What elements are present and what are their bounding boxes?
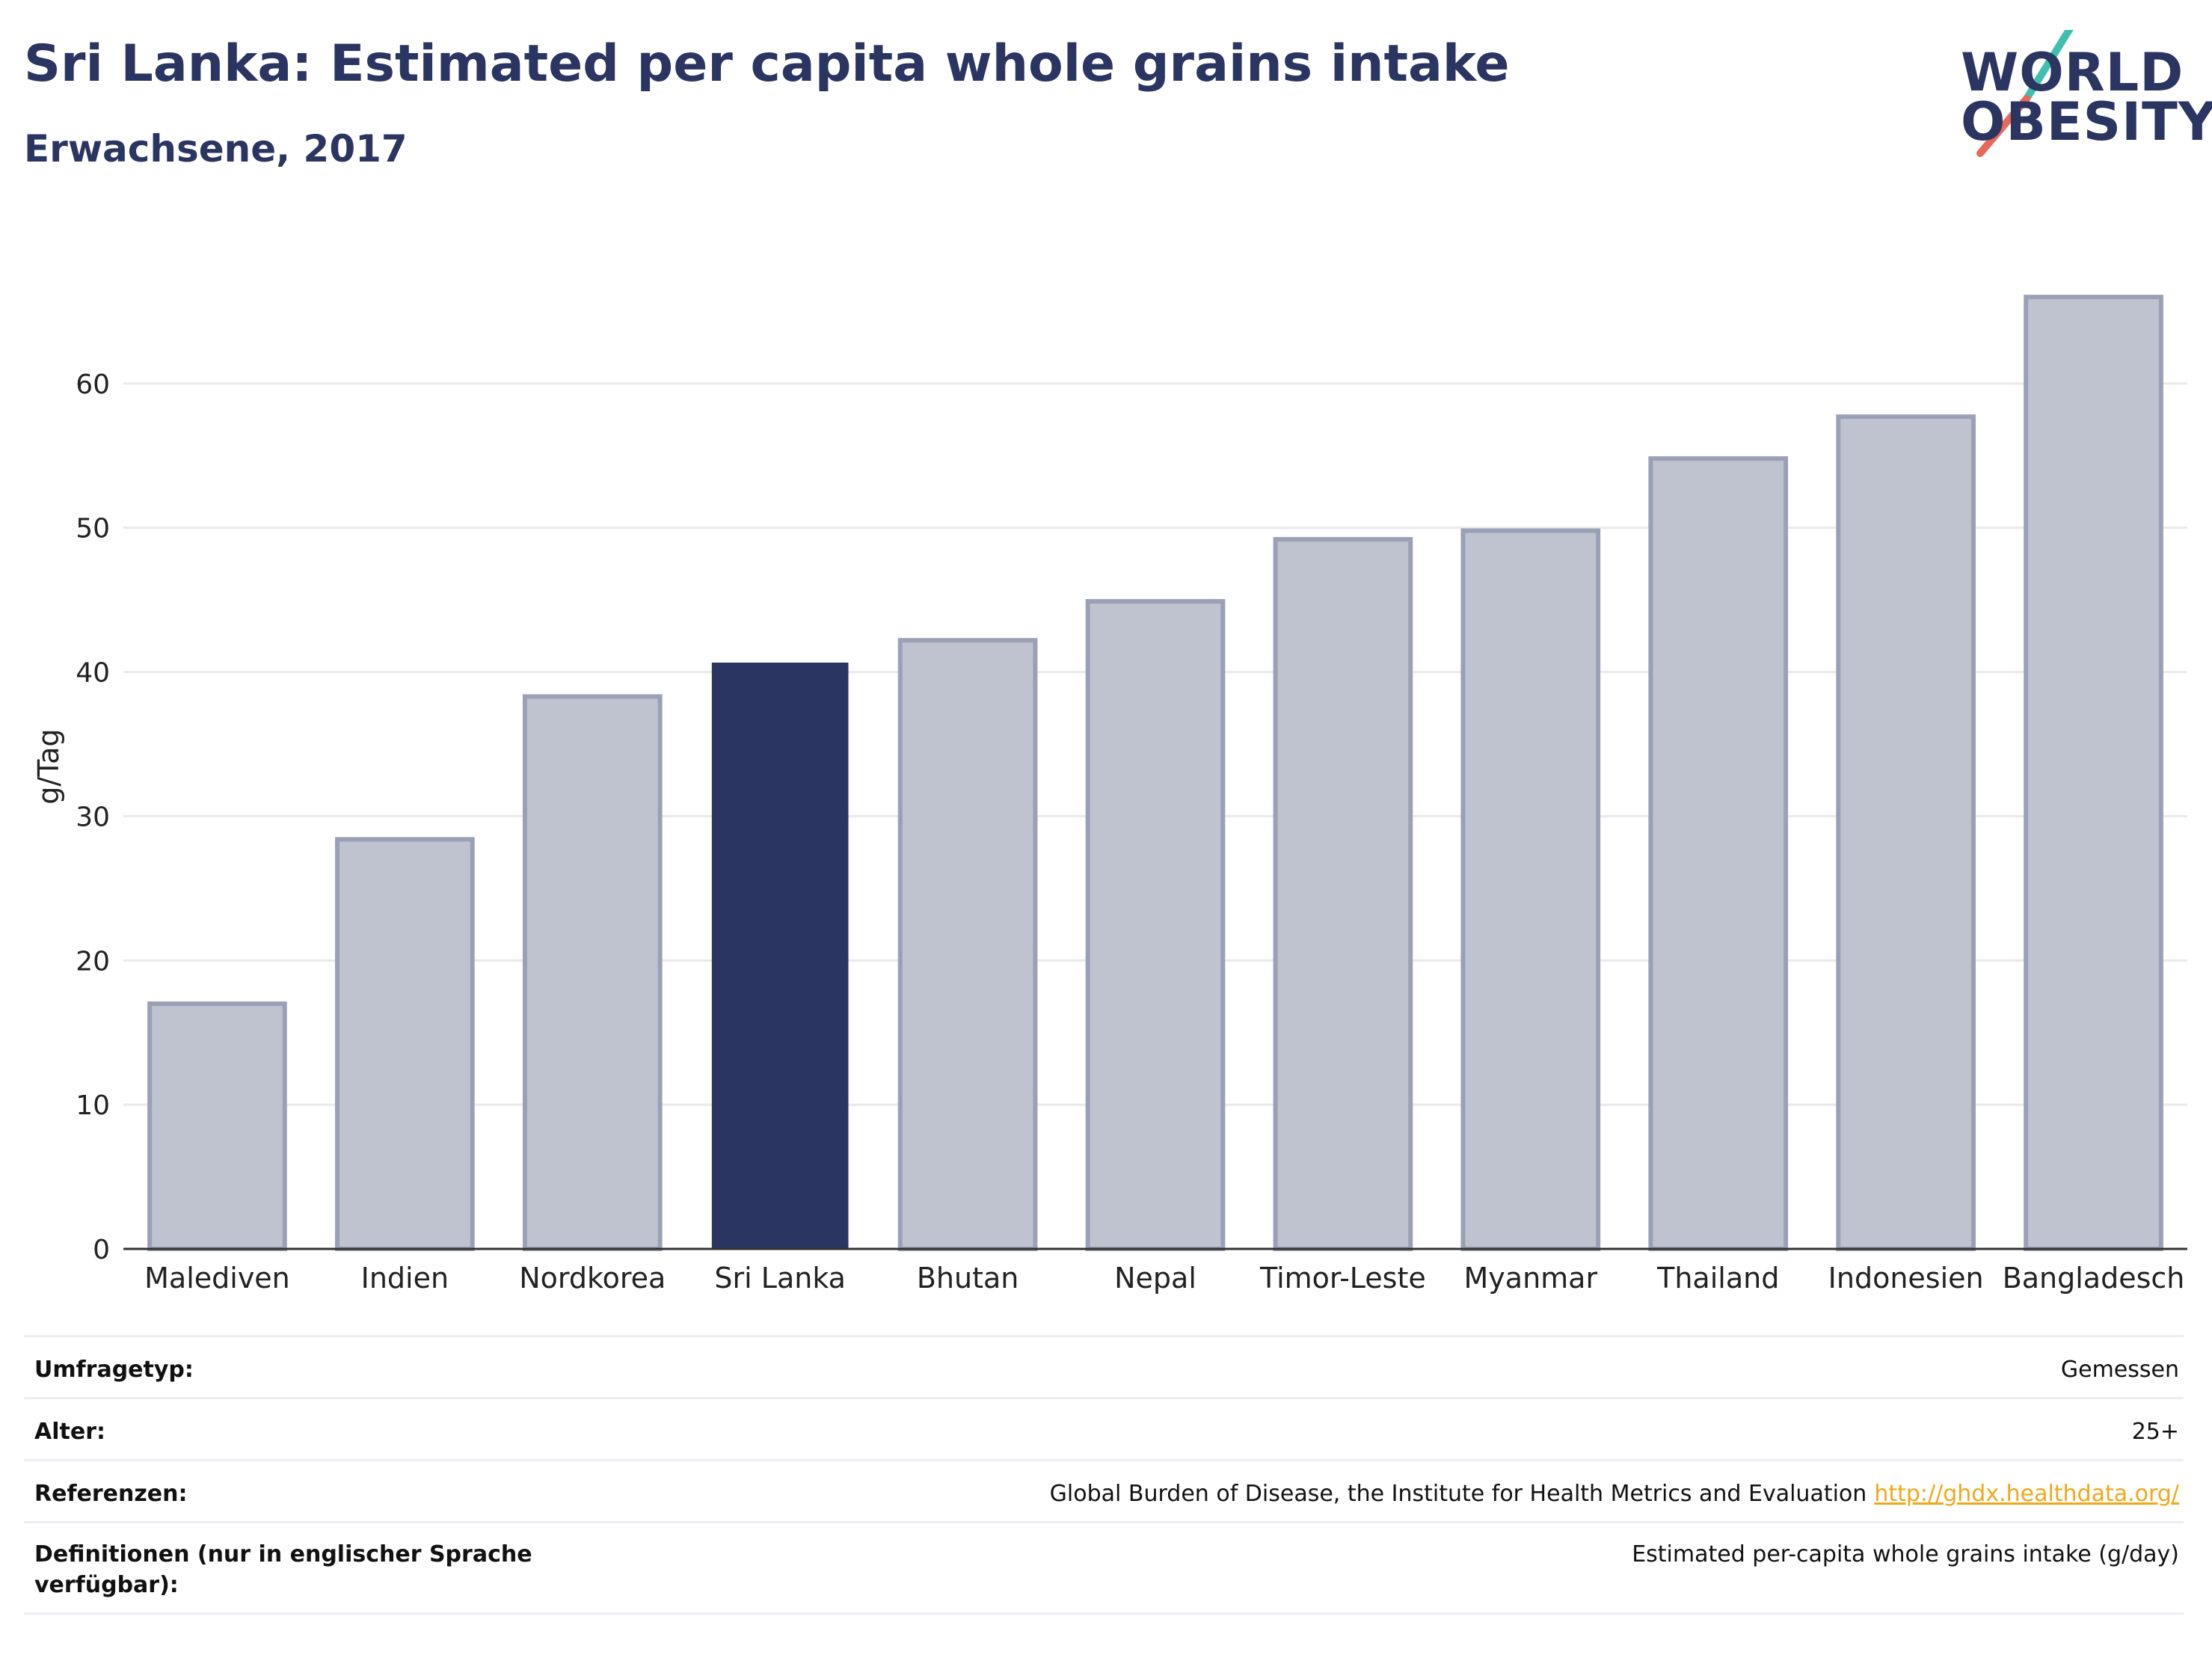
x-tick-label: Sri Lanka xyxy=(714,1262,846,1295)
meta-row-references: Referenzen: Global Burden of Disease, th… xyxy=(24,1459,2184,1521)
x-tick-label: Nordkorea xyxy=(519,1262,666,1295)
bar xyxy=(711,663,849,1250)
y-axis-title: g/Tag xyxy=(32,728,65,804)
y-tick-label: 10 xyxy=(76,1090,110,1121)
y-tick-label: 20 xyxy=(76,946,110,977)
x-tick-label: Thailand xyxy=(1656,1262,1779,1295)
world-obesity-logo: WORLD OBESITY xyxy=(1944,30,2212,157)
meta-key: Alter: xyxy=(34,1419,105,1445)
y-tick-label: 0 xyxy=(93,1235,110,1265)
logo-slash-icon xyxy=(1976,30,2074,157)
x-tick-label: Bangladesch xyxy=(2003,1262,2185,1295)
bar xyxy=(2024,295,2163,1252)
x-tick-label: Bhutan xyxy=(917,1262,1019,1295)
meta-row-age: Alter: 25+ xyxy=(24,1397,2184,1459)
y-tick-label: 40 xyxy=(76,658,110,689)
y-tick-label: 60 xyxy=(76,369,110,400)
meta-key: Definitionen (nur in englischer Sprache … xyxy=(34,1541,532,1598)
bar xyxy=(1836,414,1976,1252)
chart-title: Sri Lanka: Estimated per capita whole gr… xyxy=(24,34,1510,93)
x-tick-label: Timor-Leste xyxy=(1259,1262,1426,1295)
meta-value: Estimated per-capita whole grains intake… xyxy=(1632,1541,2179,1568)
x-tick-label: Nepal xyxy=(1114,1262,1196,1295)
meta-value: Gemessen xyxy=(2060,1357,2179,1383)
meta-value: 25+ xyxy=(2131,1419,2179,1445)
y-tick-label: 50 xyxy=(76,514,110,544)
x-tick-label: Indonesien xyxy=(1828,1262,1984,1295)
bar xyxy=(897,638,1038,1251)
x-tick-label: Indien xyxy=(361,1262,449,1295)
x-tick-label: Malediven xyxy=(144,1262,290,1295)
bar xyxy=(1085,599,1226,1251)
meta-value: Global Burden of Disease, the Institute … xyxy=(1050,1479,2184,1510)
bar xyxy=(335,837,475,1251)
metadata-table: Umfragetyp: Gemessen Alter: 25+ Referenz… xyxy=(24,1335,2184,1615)
logo-text-obesity: OBESITY xyxy=(1961,91,2212,153)
y-tick-label: 30 xyxy=(76,802,110,832)
meta-row-survey-type: Umfragetyp: Gemessen xyxy=(24,1335,2184,1397)
bar xyxy=(1273,537,1413,1251)
meta-key: Referenzen: xyxy=(34,1481,188,1507)
references-link[interactable]: http://ghdx.healthdata.org/ xyxy=(1874,1481,2179,1507)
meta-row-definitions: Definitionen (nur in englischer Sprache … xyxy=(24,1521,2184,1615)
bar xyxy=(147,1001,287,1251)
references-text: Global Burden of Disease, the Institute … xyxy=(1049,1481,1867,1507)
bar-chart: 0 10 20 30 40 50 60 g/Tag Malediven Indien Nordkor… xyxy=(32,295,2187,1295)
bar xyxy=(1648,456,1789,1252)
bar xyxy=(1460,528,1601,1252)
meta-key: Umfragetyp: xyxy=(34,1357,194,1383)
x-tick-label: Myanmar xyxy=(1464,1262,1598,1295)
logo-text-world: WORLD xyxy=(1961,42,2184,103)
bar xyxy=(522,694,663,1251)
chart-subtitle: Erwachsene, 2017 xyxy=(24,127,408,171)
